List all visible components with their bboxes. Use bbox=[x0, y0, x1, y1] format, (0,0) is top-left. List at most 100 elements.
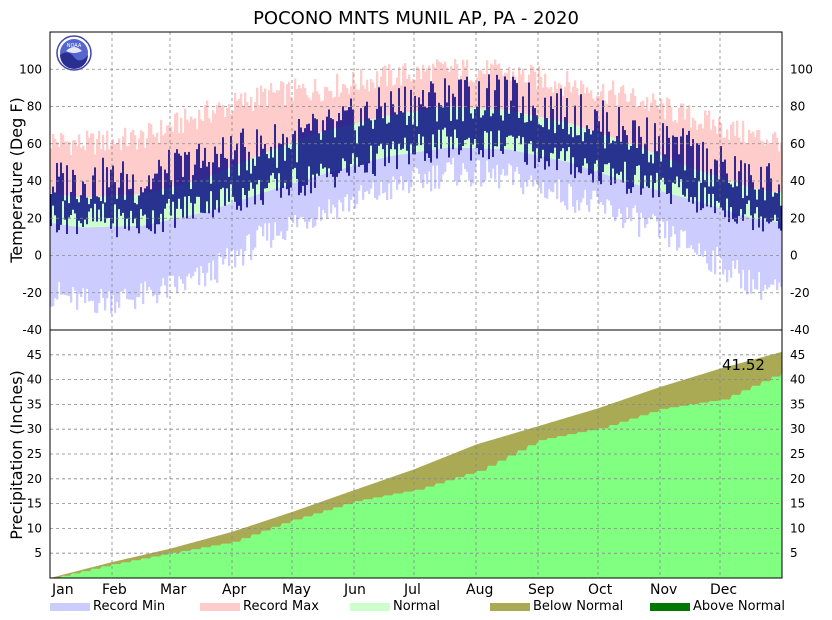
record-min-bar bbox=[364, 162, 367, 192]
observed-bar bbox=[668, 137, 670, 194]
record-min-bar bbox=[126, 226, 129, 300]
record-max-bar bbox=[176, 112, 179, 186]
record-min-bar bbox=[452, 147, 455, 158]
observed-bar bbox=[714, 159, 716, 214]
observed-bar bbox=[210, 183, 212, 192]
record-min-bar bbox=[396, 155, 399, 190]
observed-bar bbox=[158, 159, 160, 225]
observed-bar bbox=[106, 167, 108, 219]
record-min-bar bbox=[414, 152, 417, 168]
record-max-bar bbox=[250, 97, 253, 159]
record-min-bar bbox=[480, 148, 483, 187]
record-min-bar bbox=[208, 210, 211, 263]
record-max-bar bbox=[370, 79, 373, 120]
precip-tick-right: 45 bbox=[790, 348, 805, 362]
record-max-bar bbox=[208, 118, 211, 177]
observed-bar bbox=[490, 116, 492, 132]
observed-bar bbox=[284, 160, 286, 183]
record-min-bar bbox=[348, 167, 351, 212]
record-max-bar bbox=[352, 71, 355, 124]
record-max-bar bbox=[668, 98, 671, 160]
record-max-bar bbox=[762, 141, 765, 191]
record-max-bar bbox=[318, 94, 321, 134]
record-min-bar bbox=[664, 192, 667, 239]
observed-bar bbox=[470, 113, 472, 161]
record-max-bar bbox=[420, 79, 423, 111]
record-max-bar bbox=[358, 90, 361, 123]
record-max-bar bbox=[440, 62, 443, 108]
record-min-bar bbox=[744, 215, 747, 291]
observed-bar bbox=[308, 123, 310, 167]
observed-bar bbox=[414, 95, 416, 155]
record-max-bar bbox=[542, 87, 545, 118]
observed-bar bbox=[382, 118, 384, 150]
observed-bar bbox=[688, 130, 690, 202]
record-min-bar bbox=[222, 206, 225, 265]
normal-band-bar bbox=[172, 186, 175, 220]
record-max-bar bbox=[590, 90, 593, 131]
record-max-bar bbox=[492, 65, 495, 110]
record-max-bar bbox=[524, 82, 527, 114]
record-max-bar bbox=[566, 71, 569, 123]
record-min-bar bbox=[298, 181, 301, 219]
observed-bar bbox=[616, 135, 618, 174]
temp-tick-right: 20 bbox=[790, 211, 805, 225]
record-max-bar bbox=[760, 140, 763, 190]
record-min-bar bbox=[450, 147, 453, 165]
record-max-bar bbox=[100, 149, 103, 197]
record-min-bar bbox=[332, 171, 335, 205]
record-min-bar bbox=[162, 221, 165, 279]
observed-bar bbox=[630, 145, 632, 194]
month-label: Apr bbox=[222, 582, 246, 598]
record-max-bar bbox=[296, 88, 299, 142]
record-min-bar bbox=[638, 185, 641, 237]
record-min-bar bbox=[676, 195, 679, 251]
precip-tick-left: 35 bbox=[27, 397, 42, 411]
record-min-bar bbox=[286, 185, 289, 231]
record-min-bar bbox=[562, 160, 565, 202]
temp-tick-left: 0 bbox=[34, 249, 42, 263]
record-min-bar bbox=[496, 148, 499, 166]
observed-bar bbox=[576, 135, 578, 168]
observed-bar bbox=[76, 199, 78, 235]
observed-bar bbox=[222, 137, 224, 188]
record-min-bar bbox=[732, 212, 735, 261]
record-max-bar bbox=[284, 105, 287, 146]
observed-bar bbox=[352, 109, 354, 154]
record-min-bar bbox=[390, 156, 393, 200]
legend-swatch bbox=[650, 603, 690, 611]
observed-bar bbox=[318, 133, 320, 176]
normal-band-bar bbox=[220, 171, 223, 207]
observed-bar bbox=[710, 168, 712, 208]
observed-bar bbox=[224, 157, 226, 206]
observed-bar bbox=[638, 126, 640, 166]
observed-bar bbox=[654, 123, 656, 183]
record-min-bar bbox=[402, 154, 405, 191]
record-max-bar bbox=[146, 138, 149, 193]
record-max-bar bbox=[562, 95, 565, 122]
record-max-bar bbox=[450, 66, 453, 107]
record-max-bar bbox=[330, 91, 333, 130]
precip-tick-right: 15 bbox=[790, 497, 805, 511]
month-label: Mar bbox=[160, 582, 187, 598]
observed-bar bbox=[332, 119, 334, 177]
observed-bar bbox=[372, 128, 374, 174]
record-max-bar bbox=[354, 83, 357, 124]
record-min-bar bbox=[558, 160, 561, 180]
observed-bar bbox=[446, 102, 448, 137]
record-max-bar bbox=[82, 145, 85, 198]
observed-bar bbox=[560, 88, 562, 152]
record-min-bar bbox=[272, 189, 275, 240]
record-min-bar bbox=[128, 226, 131, 300]
record-max-bar bbox=[732, 121, 735, 182]
observed-bar bbox=[474, 109, 476, 140]
record-min-bar bbox=[52, 223, 55, 307]
record-max-bar bbox=[366, 79, 369, 121]
record-min-bar bbox=[610, 176, 613, 206]
observed-bar bbox=[62, 173, 64, 202]
legend-label: Record Max bbox=[243, 599, 319, 614]
record-min-bar bbox=[532, 154, 535, 187]
observed-bar bbox=[258, 156, 260, 180]
record-max-bar bbox=[166, 125, 169, 189]
record-max-bar bbox=[268, 90, 271, 152]
